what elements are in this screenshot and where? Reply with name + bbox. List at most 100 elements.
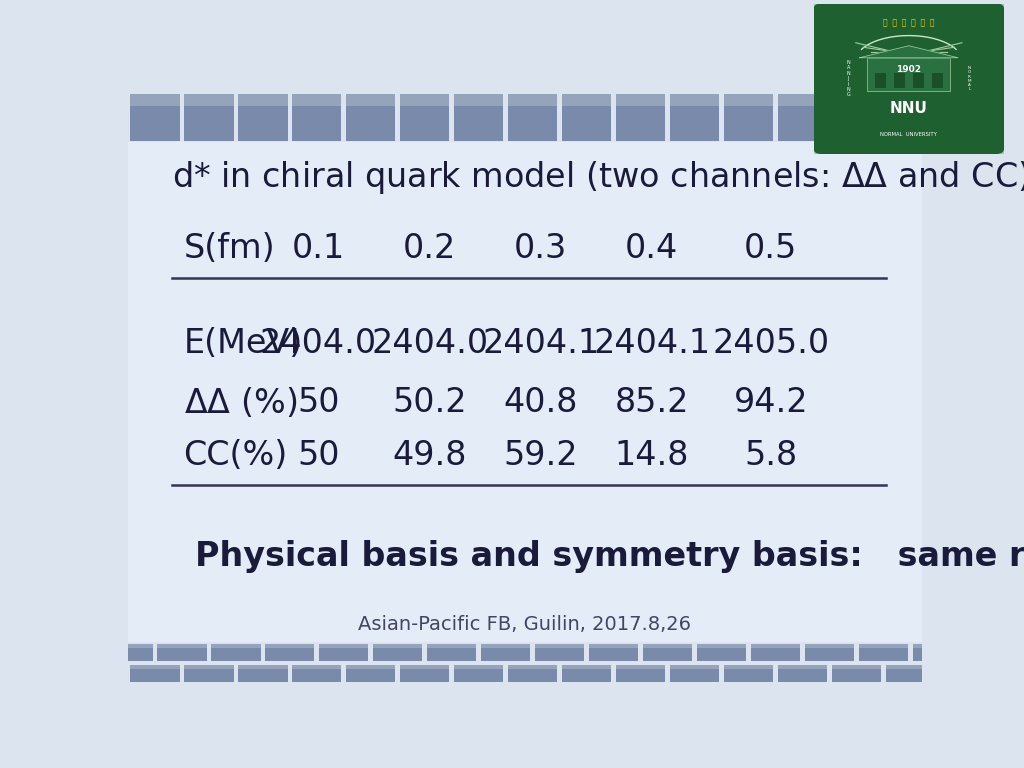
Text: 0.4: 0.4 (625, 233, 679, 266)
Bar (184, 664, 233, 682)
Bar (103, 644, 153, 661)
Bar (831, 664, 881, 682)
Bar (724, 664, 773, 682)
Bar (184, 94, 233, 106)
Bar (886, 664, 935, 682)
Bar (373, 644, 423, 661)
Bar (831, 664, 881, 669)
Bar (211, 644, 260, 648)
Bar (886, 94, 935, 141)
Text: d* in chiral quark model (two channels: $\Delta\Delta$ and CC): d* in chiral quark model (two channels: … (172, 160, 1024, 197)
Text: 50: 50 (297, 386, 340, 419)
Text: 50: 50 (297, 439, 340, 472)
Text: 59.2: 59.2 (504, 439, 578, 472)
Text: 94.2: 94.2 (733, 386, 808, 419)
Bar (481, 644, 530, 648)
Bar (724, 94, 773, 106)
Text: 14.8: 14.8 (614, 439, 689, 472)
Bar (562, 94, 611, 141)
Bar (400, 94, 450, 106)
Bar (346, 94, 395, 141)
Bar (239, 94, 288, 106)
Bar (130, 664, 179, 682)
Text: 2404.1: 2404.1 (593, 327, 711, 360)
Bar (292, 94, 341, 141)
Text: 5.8: 5.8 (744, 439, 798, 472)
Text: 2404.1: 2404.1 (482, 327, 599, 360)
Bar (427, 644, 476, 661)
Text: 2404.0: 2404.0 (371, 327, 488, 360)
Bar (158, 644, 207, 648)
Bar (346, 94, 395, 106)
Bar (643, 644, 692, 648)
Bar (400, 94, 450, 141)
Bar (103, 644, 153, 648)
Bar (427, 644, 476, 648)
Text: 0.1: 0.1 (292, 233, 345, 266)
Bar (778, 664, 827, 682)
Text: S(fm): S(fm) (183, 233, 275, 266)
Text: NORMAL  UNIVERSITY: NORMAL UNIVERSITY (881, 131, 937, 137)
Bar (536, 644, 585, 648)
Bar (292, 664, 341, 669)
Bar (886, 94, 935, 106)
Bar (859, 644, 908, 648)
Bar (239, 664, 288, 682)
Bar (697, 644, 746, 648)
Bar (932, 73, 943, 88)
Bar (859, 644, 908, 661)
Text: N
A
N
J
I
N
G: N A N J I N G (846, 60, 850, 98)
Bar (184, 664, 233, 669)
Bar (455, 94, 504, 106)
Bar (508, 94, 557, 106)
Bar (77, 94, 126, 141)
Bar (778, 664, 827, 669)
Text: E(MeV): E(MeV) (183, 327, 303, 360)
Bar (292, 664, 341, 682)
Text: CC(%): CC(%) (183, 439, 288, 472)
Bar (562, 94, 611, 106)
Bar (373, 644, 423, 648)
Bar (239, 664, 288, 669)
Bar (130, 94, 179, 106)
Bar (751, 644, 800, 648)
Bar (481, 644, 530, 661)
Bar (940, 94, 989, 106)
Text: 85.2: 85.2 (614, 386, 689, 419)
Bar (912, 644, 963, 648)
Bar (536, 644, 585, 661)
Bar (940, 94, 989, 141)
Bar (508, 664, 557, 682)
Text: Asian-Pacific FB, Guilin, 2017.8,26: Asian-Pacific FB, Guilin, 2017.8,26 (358, 615, 691, 634)
Text: 南  京  师  范  大  学: 南 京 师 范 大 学 (883, 18, 935, 28)
Bar (400, 664, 450, 682)
Bar (400, 664, 450, 669)
Bar (265, 644, 314, 648)
Bar (874, 73, 886, 88)
Bar (158, 644, 207, 661)
Bar (867, 58, 950, 91)
Bar (778, 94, 827, 106)
Bar (670, 94, 719, 106)
Text: 50.2: 50.2 (392, 386, 467, 419)
Text: N
O
R
M
A
L: N O R M A L (968, 66, 971, 91)
Bar (670, 664, 719, 682)
Bar (130, 664, 179, 669)
Text: $\Delta\Delta$ (%): $\Delta\Delta$ (%) (183, 386, 297, 419)
Bar (292, 94, 341, 106)
Text: 1902: 1902 (896, 65, 922, 74)
Text: NNU: NNU (890, 101, 928, 116)
Bar (562, 664, 611, 682)
Bar (940, 664, 989, 682)
Bar (724, 664, 773, 669)
Bar (319, 644, 369, 648)
Bar (616, 664, 666, 669)
Text: 0.3: 0.3 (514, 233, 567, 266)
Bar (130, 94, 179, 141)
Bar (831, 94, 881, 141)
Bar (778, 94, 827, 141)
Text: 2405.0: 2405.0 (713, 327, 829, 360)
Polygon shape (859, 46, 958, 58)
Text: 0.5: 0.5 (744, 233, 798, 266)
Bar (128, 142, 922, 642)
